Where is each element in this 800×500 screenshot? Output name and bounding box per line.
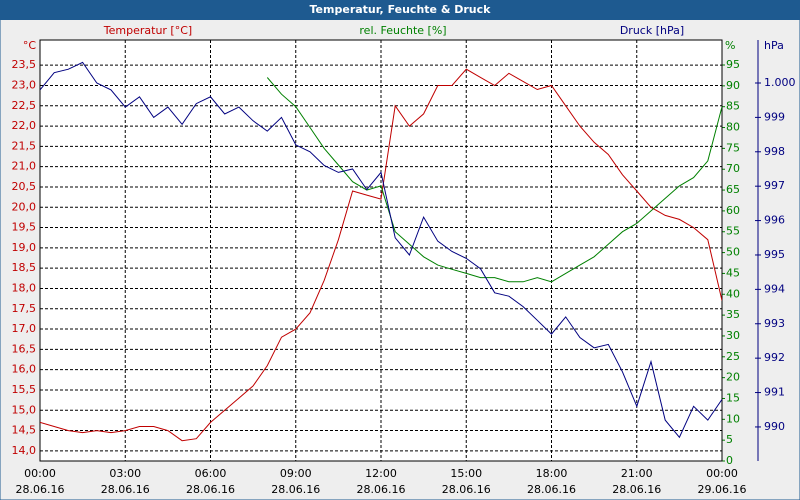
y3-tick-label: 990	[764, 420, 785, 433]
y2-tick-label: 0	[726, 454, 733, 467]
y3-tick-label: 993	[764, 317, 785, 330]
y-tick-label: 20,0	[12, 200, 37, 213]
x-tick-date: 29.06.16	[698, 483, 747, 496]
y-tick-label: 16,0	[12, 363, 37, 376]
y-tick-label: 19,5	[12, 221, 37, 234]
y3-tick-label: 996	[764, 214, 785, 227]
y-tick-label: 18,5	[12, 261, 37, 274]
y-tick-label: 21,0	[12, 160, 37, 173]
y3-tick-label: 991	[764, 386, 785, 399]
y-tick-label: 23,5	[12, 58, 37, 71]
x-tick-date: 28.06.16	[271, 483, 320, 496]
y-tick-label: 17,0	[12, 322, 37, 335]
y3-tick-label: 998	[764, 145, 785, 158]
x-tick-date: 28.06.16	[612, 483, 661, 496]
y2-tick-label: 70	[726, 162, 740, 175]
series-line	[266, 77, 722, 283]
y-tick-label: 14,0	[12, 444, 37, 457]
x-tick-label: 00:00	[706, 467, 738, 480]
y-tick-label: 15,5	[12, 383, 37, 396]
y2-tick-label: 50	[726, 246, 740, 259]
y2-tick-label: 85	[726, 100, 740, 113]
y-tick-label: 14,5	[12, 424, 37, 437]
y-tick-label: 23,0	[12, 78, 37, 91]
x-tick-label: 15:00	[450, 467, 482, 480]
x-tick-label: 21:00	[621, 467, 653, 480]
x-tick-date: 28.06.16	[16, 483, 65, 496]
y3-tick-label: 999	[764, 110, 785, 123]
y-axis-label: Temperatur [°C]	[103, 24, 192, 37]
y2-tick-label: 25	[726, 350, 740, 363]
y2-tick-label: 20	[726, 371, 740, 384]
y2-tick-label: 65	[726, 183, 740, 196]
y-unit: °C	[23, 39, 37, 52]
y3-tick-label: 1.000	[764, 76, 796, 89]
y-tick-label: 16,5	[12, 342, 37, 355]
y3-tick-label: 992	[764, 351, 785, 364]
y2-tick-label: 5	[726, 433, 733, 446]
x-tick-label: 12:00	[365, 467, 397, 480]
y2-tick-label: 90	[726, 79, 740, 92]
y-tick-label: 15,0	[12, 403, 37, 416]
x-tick-date: 28.06.16	[186, 483, 235, 496]
y2-tick-label: 95	[726, 58, 740, 71]
x-tick-date: 28.06.16	[101, 483, 150, 496]
plot-border	[39, 39, 723, 462]
y2-tick-label: 40	[726, 287, 740, 300]
chart-title: Temperatur, Feuchte & Druck	[310, 3, 492, 16]
y2-tick-label: 75	[726, 141, 740, 154]
y3-axis-label: Druck [hPa]	[620, 24, 684, 37]
y-tick-label: 17,5	[12, 302, 37, 315]
y2-tick-label: 80	[726, 121, 740, 134]
y2-tick-label: 55	[726, 225, 740, 238]
y-tick-label: 22,0	[12, 119, 37, 132]
y3-tick-label: 994	[764, 282, 785, 295]
title-bar	[0, 0, 800, 20]
x-tick-date: 28.06.16	[442, 483, 491, 496]
x-tick-label: 18:00	[536, 467, 568, 480]
x-tick-label: 09:00	[280, 467, 312, 480]
x-tick-date: 28.06.16	[527, 483, 576, 496]
y2-unit: %	[725, 39, 735, 52]
y2-tick-label: 15	[726, 391, 740, 404]
y-tick-label: 22,5	[12, 99, 37, 112]
y-tick-label: 18,0	[12, 281, 37, 294]
x-tick-label: 03:00	[109, 467, 141, 480]
x-tick-label: 06:00	[195, 467, 227, 480]
series-group	[40, 61, 722, 442]
x-tick-date: 28.06.16	[357, 483, 406, 496]
y2-tick-label: 60	[726, 204, 740, 217]
y2-tick-label: 30	[726, 329, 740, 342]
y3-unit: hPa	[764, 39, 784, 52]
y-tick-label: 19,0	[12, 241, 37, 254]
y-tick-label: 20,5	[12, 180, 37, 193]
y2-axis-label: rel. Feuchte [%]	[359, 24, 446, 37]
y2-tick-label: 45	[726, 266, 740, 279]
y2-tick-label: 10	[726, 412, 740, 425]
y3-tick-label: 995	[764, 248, 785, 261]
series-line	[40, 61, 722, 439]
y3-tick-label: 997	[764, 179, 785, 192]
y-tick-label: 21,5	[12, 139, 37, 152]
y2-tick-label: 35	[726, 308, 740, 321]
series-line	[40, 68, 722, 442]
x-tick-label: 00:00	[24, 467, 56, 480]
